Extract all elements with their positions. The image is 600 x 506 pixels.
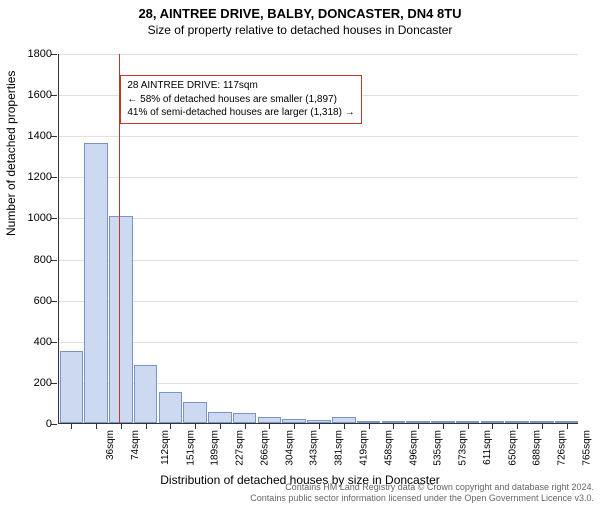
x-tick: [443, 424, 444, 429]
x-tick: [195, 424, 196, 429]
y-tick-label: 200: [18, 377, 52, 389]
x-tick-label: 611sqm: [482, 430, 493, 465]
histogram-bar: [382, 421, 406, 423]
x-tick-label: 36sqm: [105, 430, 116, 460]
x-tick-label: 189sqm: [210, 430, 221, 466]
chart-subtitle: Size of property relative to detached ho…: [0, 23, 600, 37]
histogram-bar: [183, 402, 207, 423]
histogram-bar: [282, 419, 306, 423]
callout-line: 28 AINTREE DRIVE: 117sqm: [127, 79, 354, 93]
histogram-bar: [159, 392, 183, 423]
chart-title: 28, AINTREE DRIVE, BALBY, DONCASTER, DN4…: [0, 6, 600, 21]
x-tick: [492, 424, 493, 429]
x-tick-label: 419sqm: [359, 430, 370, 466]
histogram-bar: [84, 143, 108, 423]
y-tick-label: 1200: [18, 171, 52, 183]
y-tick-label: 600: [18, 295, 52, 307]
footer-line-1: Contains HM Land Registry data © Crown c…: [250, 482, 594, 493]
histogram-bar: [357, 421, 381, 423]
histogram-bar: [258, 417, 282, 423]
x-tick: [170, 424, 171, 429]
x-tick-label: 151sqm: [185, 430, 196, 466]
x-tick-label: 381sqm: [334, 430, 345, 466]
footer-line-2: Contains public sector information licen…: [250, 493, 594, 504]
x-tick-label: 227sqm: [235, 430, 246, 466]
grid-line: [59, 301, 578, 302]
x-tick-label: 573sqm: [458, 430, 469, 466]
grid-line: [59, 54, 578, 55]
y-axis-title: Number of detached properties: [4, 71, 18, 236]
x-tick-label: 343sqm: [309, 430, 320, 466]
grid-line: [59, 136, 578, 137]
y-tick-label: 1800: [18, 48, 52, 60]
histogram-bar: [505, 421, 529, 423]
x-tick: [269, 424, 270, 429]
x-tick-label: 458sqm: [383, 430, 394, 466]
histogram-bar: [406, 421, 430, 423]
footer-attribution: Contains HM Land Registry data © Crown c…: [250, 482, 594, 504]
x-tick: [517, 424, 518, 429]
x-tick: [344, 424, 345, 429]
histogram-bar: [431, 421, 455, 423]
x-tick-label: 535sqm: [433, 430, 444, 466]
y-tick-label: 1400: [18, 130, 52, 142]
x-tick-label: 74sqm: [130, 430, 141, 460]
x-tick-label: 726sqm: [557, 430, 568, 466]
histogram-bar: [60, 351, 84, 423]
grid-line: [59, 218, 578, 219]
histogram-bar: [481, 421, 505, 423]
x-tick: [71, 424, 72, 429]
x-tick-label: 650sqm: [507, 430, 518, 466]
x-tick-label: 688sqm: [532, 430, 543, 466]
x-tick-label: 496sqm: [408, 430, 419, 466]
histogram-bar: [530, 421, 554, 423]
chart-area: 02004006008001000120014001600180036sqm74…: [58, 54, 578, 424]
x-tick: [567, 424, 568, 429]
grid-line: [59, 260, 578, 261]
histogram-bar: [233, 413, 257, 423]
callout-line: 41% of semi-detached houses are larger (…: [127, 106, 354, 120]
histogram-bar: [109, 216, 133, 423]
y-tick-label: 1000: [18, 212, 52, 224]
x-tick: [468, 424, 469, 429]
x-tick: [542, 424, 543, 429]
y-tick-label: 400: [18, 336, 52, 348]
plot-region: 02004006008001000120014001600180036sqm74…: [58, 54, 578, 424]
histogram-bar: [307, 420, 331, 423]
y-tick-label: 800: [18, 254, 52, 266]
x-tick: [319, 424, 320, 429]
grid-line: [59, 342, 578, 343]
histogram-bar: [134, 365, 158, 423]
x-tick: [418, 424, 419, 429]
x-tick: [245, 424, 246, 429]
y-tick-label: 1600: [18, 89, 52, 101]
histogram-bar: [208, 412, 232, 423]
histogram-bar: [332, 417, 356, 423]
property-callout: 28 AINTREE DRIVE: 117sqm← 58% of detache…: [120, 75, 361, 124]
y-tick-label: 0: [18, 418, 52, 430]
x-tick: [96, 424, 97, 429]
x-tick: [393, 424, 394, 429]
x-tick: [369, 424, 370, 429]
grid-line: [59, 177, 578, 178]
x-tick: [146, 424, 147, 429]
histogram-bar: [456, 421, 480, 423]
x-tick-label: 112sqm: [160, 430, 171, 465]
histogram-bar: [555, 421, 579, 423]
callout-line: ← 58% of detached houses are smaller (1,…: [127, 93, 354, 107]
x-tick: [121, 424, 122, 429]
x-tick: [294, 424, 295, 429]
x-tick: [220, 424, 221, 429]
x-tick-label: 266sqm: [260, 430, 271, 466]
x-tick-label: 304sqm: [284, 430, 295, 466]
x-tick-label: 765sqm: [581, 430, 592, 466]
